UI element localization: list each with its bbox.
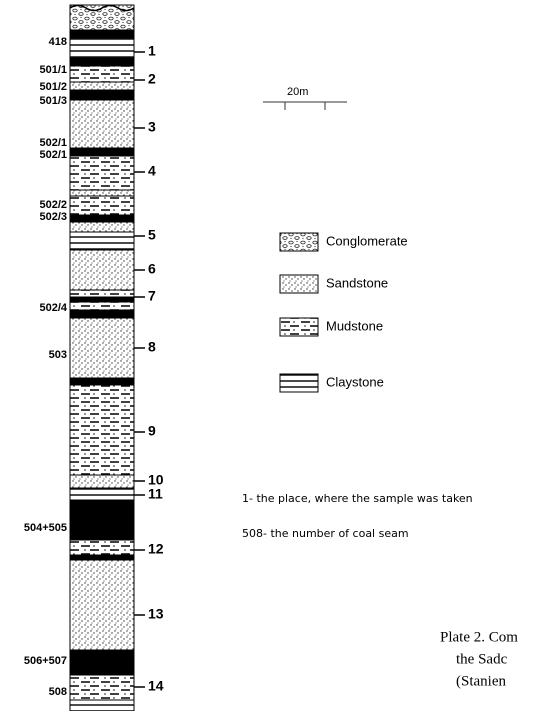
sample-number: 4 [148,163,156,179]
layer [69,29,135,39]
seam-label: 418 [49,36,67,48]
layer [69,81,135,91]
layer [69,554,135,561]
seam-label: 502/1 [39,149,67,161]
layer [69,189,135,197]
legend-swatch [279,317,319,337]
layer [69,221,135,233]
caption: the Sadc [456,651,508,667]
layer [69,4,135,31]
layer [69,249,135,291]
legend-swatch [279,274,319,294]
scale-label: 20m [287,86,308,98]
caption: Plate 2. Com [440,629,518,645]
layer [69,89,135,101]
legend-label: Claystone [326,374,384,389]
seam-label: 502/1 [39,137,67,149]
layer [69,57,135,67]
legend: Conglomerate Sandstone Mudstone Claystone [279,232,408,393]
seam-label: 504+505 [24,522,67,534]
layer [69,147,135,157]
note: 508- the number of coal seam [242,527,409,540]
layer [69,289,135,298]
seam-label: 501/1 [39,64,67,76]
seam-label: 503 [49,349,67,361]
sample-number: 2 [148,71,156,87]
sample-number: 8 [148,339,156,355]
layer [69,499,135,541]
sample-number: 3 [148,119,156,135]
seam-label: 506+507 [24,655,67,667]
legend-label: Mudstone [326,318,383,333]
sample-number: 13 [148,606,164,622]
seam-label: 502/3 [39,211,67,223]
layer [69,377,135,386]
sample-number: 6 [148,261,156,277]
caption: (Stanien [456,673,506,689]
layer [69,384,135,476]
sample-number: 10 [148,472,164,488]
layer [69,195,135,216]
layer [69,474,135,489]
layer [69,539,135,556]
layer [69,487,135,501]
sample-number: 5 [148,227,156,243]
sample-number: 1 [148,43,156,59]
legend-label: Conglomerate [326,233,408,248]
layer [69,699,135,712]
layer [69,296,135,303]
layer [69,37,135,59]
sample-number: 12 [148,541,164,557]
note: 1- the place, where the sample was taken [242,492,473,505]
scale-bar [263,101,347,110]
layer [69,309,135,319]
layer [69,99,135,149]
seam-label: 501/3 [39,95,67,107]
seam-label: 508 [49,686,67,698]
seam-label: 501/2 [39,81,67,93]
layer [69,649,135,676]
layer [69,155,135,191]
layer [69,317,135,379]
layer [69,65,135,83]
legend-label: Sandstone [326,275,388,290]
seam-label: 502/4 [39,302,67,314]
layer [69,231,135,251]
wavy-top [69,4,135,12]
seam-label: 502/2 [39,199,67,211]
sample-number: 11 [148,486,163,502]
legend-swatch [279,232,319,252]
layer [69,674,135,701]
sample-number: 14 [148,678,164,694]
layer [69,559,135,651]
legend-swatch [279,373,319,393]
sample-number: 7 [148,288,156,304]
layer [69,214,135,223]
sample-number: 9 [148,423,156,439]
layer [69,301,135,311]
lithology-column [69,4,135,712]
